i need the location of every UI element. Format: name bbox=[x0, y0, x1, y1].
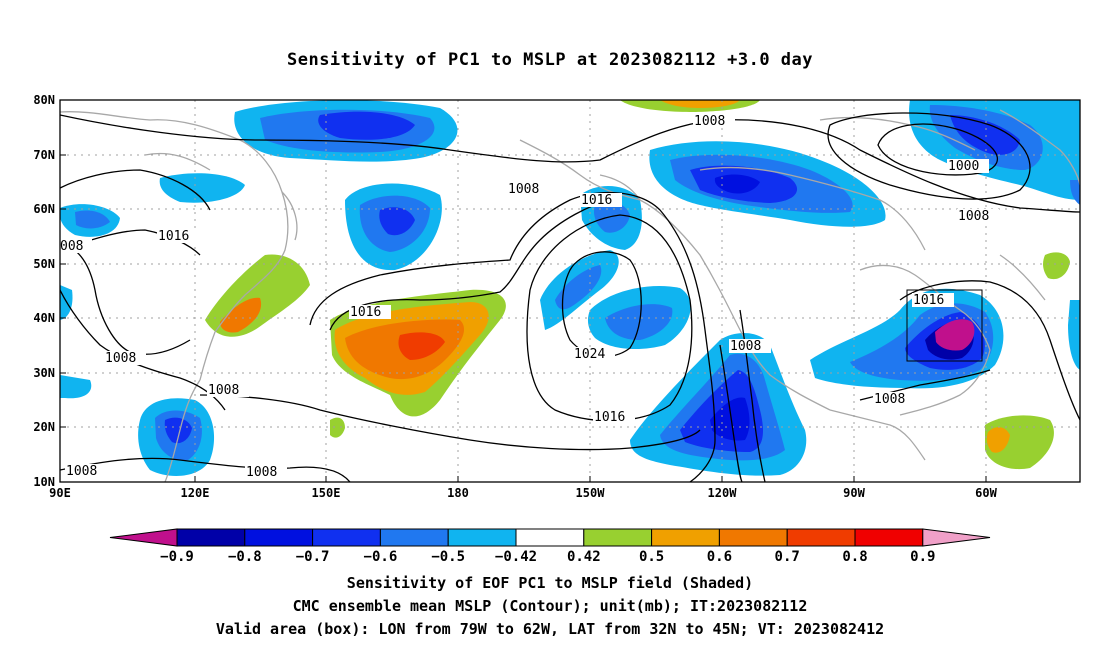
shade-magenta-peak bbox=[935, 319, 975, 351]
lat-label-20n: 20N bbox=[33, 420, 55, 434]
contour-1008-upper bbox=[60, 114, 1080, 213]
contour-1016-atlantic bbox=[899, 280, 1080, 421]
contour-1008-tropics bbox=[60, 457, 351, 482]
contour-1000-low bbox=[877, 123, 998, 176]
lat-label-60n: 60N bbox=[33, 202, 55, 216]
lat-label-70n: 70N bbox=[33, 148, 55, 162]
contour-label-1008-e: 1008 bbox=[730, 339, 761, 354]
contour-label-1008-i: 1008 bbox=[246, 465, 277, 480]
colorbar-swatch bbox=[244, 528, 314, 547]
coastlines bbox=[60, 109, 1080, 482]
colorbar-swatch bbox=[312, 528, 381, 547]
lon-label-90w: 90W bbox=[843, 486, 865, 500]
lat-label-80n: 80N bbox=[33, 93, 55, 107]
contour-label-1016-e: 1016 bbox=[594, 410, 625, 425]
contour-label-layer: 1008 1000 1008 1008 1016 1016 008 1016 1… bbox=[60, 114, 999, 480]
contour-1024-high bbox=[561, 251, 642, 358]
colorbar-arrow-max bbox=[922, 528, 991, 547]
valid-area-box bbox=[906, 289, 983, 362]
footer-line-3: Valid area (box): LON from 79W to 62W, L… bbox=[215, 620, 885, 638]
contour-label-1008-h: 1008 bbox=[66, 464, 97, 479]
contour-1008-arctic bbox=[827, 112, 1031, 200]
map-plot-area: 1008 1000 1008 1008 1016 1016 008 1016 1… bbox=[60, 100, 1080, 482]
graticule bbox=[60, 100, 1080, 482]
longitude-labels: 90E 120E 150E 180 150W 120W 90W 60W bbox=[49, 486, 997, 500]
contour-label-1016-a: 1016 bbox=[581, 193, 612, 208]
colorbar-arrow-min bbox=[109, 528, 178, 547]
colorbar-label: −0.42 bbox=[495, 549, 537, 565]
colorbar-labels: −0.9 −0.8 −0.7 −0.6 −0.5 −0.42 0.42 0.5 0.6 0.7 0.… bbox=[160, 549, 935, 565]
contour-label-1008-d: 1008 bbox=[105, 351, 136, 366]
contour-1016-pacific bbox=[329, 199, 611, 331]
colorbar-label: 0.42 bbox=[567, 549, 601, 565]
colorbar-swatch bbox=[718, 528, 788, 547]
contour-1008-south bbox=[199, 394, 701, 451]
colorbar-swatch bbox=[515, 528, 585, 547]
lat-label-30n: 30N bbox=[33, 366, 55, 380]
contour-1016-ring bbox=[526, 214, 693, 422]
lat-label-10n: 10N bbox=[33, 475, 55, 489]
colorbar-label: −0.8 bbox=[228, 549, 262, 565]
map-frame bbox=[59, 99, 1081, 483]
lat-label-50n: 50N bbox=[33, 257, 55, 271]
colorbar-label: 0.8 bbox=[842, 549, 867, 565]
contour-label-1016-c: 1016 bbox=[350, 305, 381, 320]
colorbar-boxes bbox=[109, 528, 991, 547]
colorbar-swatch bbox=[583, 528, 653, 547]
lon-label-120e: 120E bbox=[181, 486, 210, 500]
colorbar-swatch bbox=[176, 528, 246, 547]
lon-label-150w: 150W bbox=[576, 486, 606, 500]
contour-label-008: 008 bbox=[60, 239, 83, 254]
colorbar-swatch bbox=[854, 528, 924, 547]
colorbar-label: −0.9 bbox=[160, 549, 194, 565]
lon-label-180: 180 bbox=[447, 486, 469, 500]
lon-label-120w: 120W bbox=[708, 486, 738, 500]
contour-label-1016-d: 1016 bbox=[913, 293, 944, 308]
colorbar-label: −0.6 bbox=[364, 549, 398, 565]
colorbar-label: 0.5 bbox=[639, 549, 664, 565]
colorbar-label: 0.6 bbox=[707, 549, 732, 565]
contour-1008-asia bbox=[60, 169, 211, 211]
map-title: Sensitivity of PC1 to MSLP at 2023082112… bbox=[286, 50, 813, 70]
lon-label-150e: 150E bbox=[312, 486, 341, 500]
contour-label-1008-a: 1008 bbox=[694, 114, 725, 129]
contour-label-1024: 1024 bbox=[574, 347, 605, 362]
colorbar-label: 0.7 bbox=[775, 549, 800, 565]
colorbar-label: 0.9 bbox=[910, 549, 935, 565]
colorbar-swatch bbox=[447, 528, 517, 547]
colorbar-swatch bbox=[651, 528, 720, 547]
contour-label-1008-b: 1008 bbox=[958, 209, 989, 224]
colorbar-label: −0.7 bbox=[296, 549, 330, 565]
contour-1008-mexico bbox=[739, 309, 766, 482]
footer-line-2: CMC ensemble mean MSLP (Contour); unit(m… bbox=[292, 597, 808, 615]
lat-label-40n: 40N bbox=[33, 311, 55, 325]
colorbar-label: −0.5 bbox=[431, 549, 465, 565]
footer-line-1: Sensitivity of EOF PC1 to MSLP field (Sh… bbox=[346, 574, 754, 592]
contour-label-1008-f: 1008 bbox=[208, 383, 239, 398]
mslp-contours bbox=[60, 112, 1080, 482]
colorbar-swatch bbox=[379, 528, 449, 547]
tick-marks bbox=[60, 99, 987, 483]
colorbar-swatch bbox=[786, 528, 856, 547]
contour-label-1008-g: 1008 bbox=[874, 392, 905, 407]
latitude-labels: 80N 70N 60N 50N 40N 30N 20N 10N bbox=[33, 93, 55, 489]
lon-label-60w: 60W bbox=[975, 486, 997, 500]
contour-label-1008-c: 1008 bbox=[508, 182, 539, 197]
contour-label-1000: 1000 bbox=[948, 159, 979, 174]
contour-1016-west bbox=[60, 239, 191, 355]
lon-label-90e: 90E bbox=[49, 486, 71, 500]
contour-1008-big bbox=[309, 192, 716, 482]
contour-label-1016-b: 1016 bbox=[158, 229, 189, 244]
contour-1008-eastpac-inner bbox=[719, 344, 743, 482]
